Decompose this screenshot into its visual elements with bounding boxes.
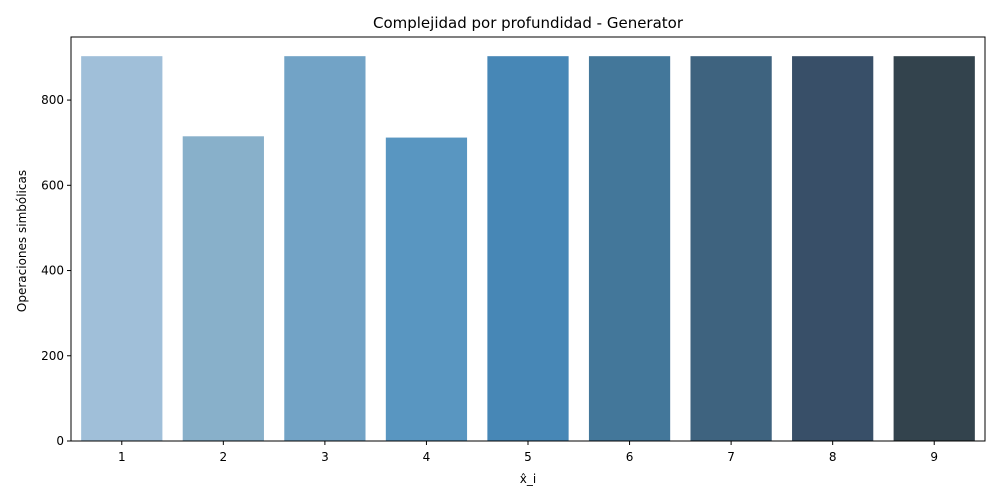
y-tick-label: 400: [41, 264, 64, 278]
bars-group: [81, 56, 975, 442]
y-axis: 0 200 400 600 800: [41, 93, 71, 448]
bar-5: [487, 56, 569, 441]
bar-1: [81, 56, 163, 441]
bar-3: [284, 56, 366, 441]
y-tick-label: 600: [41, 178, 64, 192]
x-tick-label: 3: [321, 450, 329, 464]
bar-2: [182, 136, 264, 442]
x-tick-label: 5: [524, 450, 532, 464]
x-tick-label: 8: [829, 450, 837, 464]
y-axis-title: Operaciones simbólicas: [15, 170, 29, 312]
x-tick-label: 7: [727, 450, 735, 464]
x-tick-label: 6: [626, 450, 634, 464]
x-axis: 1 2 3 4 5 6 7 8 9: [118, 441, 938, 464]
bar-9: [893, 56, 975, 441]
x-tick-label: 4: [423, 450, 431, 464]
x-tick-label: 9: [930, 450, 938, 464]
bar-8: [792, 56, 874, 441]
bar-7: [690, 56, 772, 441]
bar-6: [588, 56, 671, 441]
plot-frame: [70, 36, 986, 442]
y-tick-label: 0: [56, 434, 64, 448]
bar-4: [385, 137, 468, 441]
x-tick-label: 2: [220, 450, 228, 464]
chart-title: Complejidad por profundidad - Generator: [373, 14, 684, 32]
x-axis-title: x̂_i: [520, 472, 536, 486]
x-tick-label: 1: [118, 450, 126, 464]
y-tick-label: 200: [41, 349, 64, 363]
y-tick-label: 800: [41, 93, 64, 107]
